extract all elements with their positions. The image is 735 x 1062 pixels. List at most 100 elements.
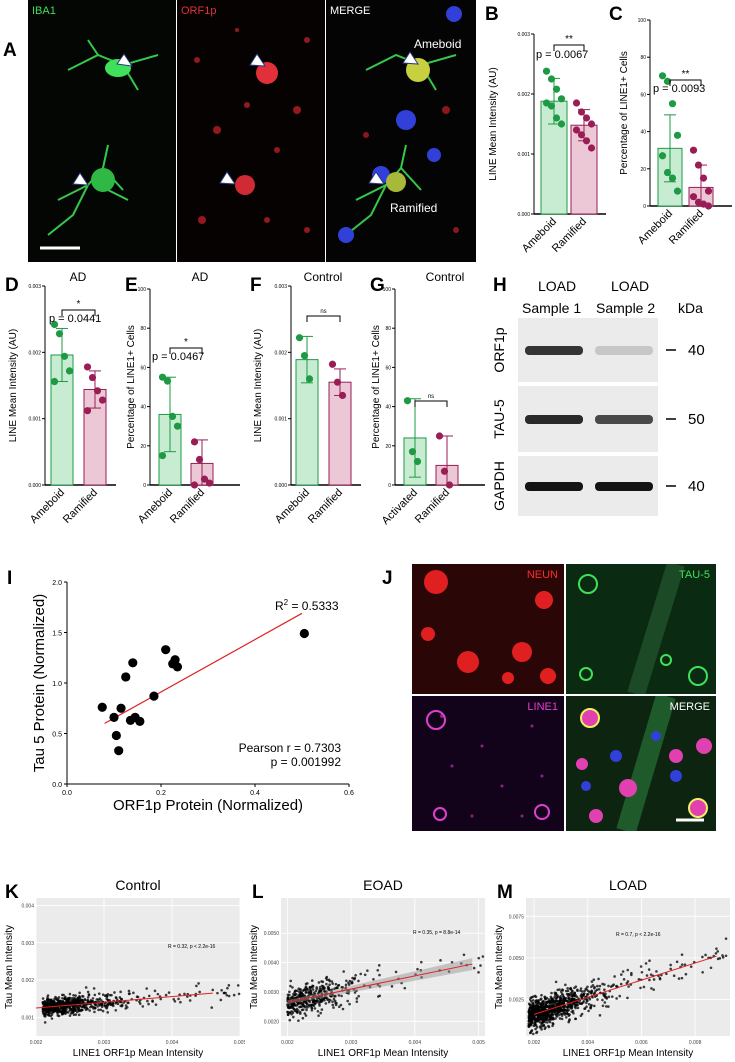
data-point	[86, 990, 90, 994]
x-tick-label: 0.002	[30, 1040, 43, 1046]
data-point	[592, 1004, 596, 1008]
data-point	[627, 985, 630, 988]
data-point	[100, 1005, 104, 1009]
data-point	[50, 1017, 54, 1020]
x-tick-label: 0.002	[281, 1040, 294, 1046]
p-value-label: p = 0.0467	[152, 351, 204, 363]
data-point	[286, 993, 290, 997]
data-point	[543, 1020, 547, 1024]
x-tick-label: 0.0	[62, 790, 72, 797]
iba1-cells	[40, 39, 159, 250]
data-point	[570, 1010, 574, 1013]
data-point	[56, 1012, 59, 1015]
data-point	[41, 997, 45, 1000]
data-point	[569, 991, 573, 995]
x-tick-label: Ameboid	[28, 487, 67, 526]
data-point	[558, 1017, 562, 1020]
data-point	[532, 1008, 536, 1012]
data-point	[223, 991, 226, 995]
blot-band	[525, 346, 583, 355]
p-value-label: p = 0.001992	[271, 755, 342, 769]
data-point	[68, 992, 72, 996]
data-point	[46, 996, 49, 999]
data-point	[539, 1005, 543, 1009]
channel-label-line1: LINE1	[527, 701, 558, 713]
y-axis-label: Percentage of LINE1+ Cells	[619, 51, 630, 175]
data-point	[625, 981, 629, 985]
data-point	[177, 997, 180, 1001]
x-tick-label: Activated	[380, 487, 420, 526]
data-point	[553, 996, 556, 999]
channel-label-merge-j: MERGE	[669, 701, 710, 713]
data-point	[109, 712, 119, 722]
data-point	[555, 1012, 559, 1016]
scatter-chart-k: Control 0.002 0.003 0.004 0.005 0.001 0.002 0.0…	[4, 877, 245, 1059]
micrograph-a-merge: MERGE Ameboid Ramified	[326, 0, 476, 262]
data-point	[560, 1002, 563, 1006]
data-point	[704, 953, 707, 957]
data-point	[299, 992, 302, 996]
data-point	[579, 989, 582, 992]
significance-bracket	[306, 315, 341, 322]
y-tick-label: 60	[385, 365, 391, 371]
data-point	[195, 984, 198, 988]
data-point	[113, 991, 116, 994]
data-point	[116, 703, 126, 713]
data-point	[122, 1001, 126, 1004]
data-point	[190, 438, 199, 446]
annotation-ameboid: Ameboid	[414, 37, 462, 51]
wb-col2-line1: LOAD	[611, 278, 650, 294]
wb-col1-line2: Sample 1	[522, 300, 582, 316]
x-tick-label: Ramified	[306, 487, 345, 526]
data-point	[583, 1007, 586, 1011]
y-tick-label: 0.0025	[509, 997, 525, 1003]
data-point	[330, 980, 334, 983]
data-point	[592, 978, 596, 982]
data-point	[172, 662, 183, 672]
data-point	[300, 1008, 304, 1012]
data-point	[97, 702, 107, 712]
data-point	[699, 174, 708, 182]
data-point	[188, 999, 192, 1002]
data-point	[376, 968, 380, 972]
data-point	[299, 988, 302, 991]
data-point	[317, 1014, 320, 1017]
data-point	[333, 378, 342, 386]
data-point	[75, 1008, 78, 1012]
data-point	[55, 330, 64, 338]
data-point	[292, 1007, 295, 1010]
data-point	[529, 1031, 532, 1034]
data-point	[648, 978, 651, 982]
data-point	[550, 1011, 554, 1014]
data-point	[601, 998, 604, 1002]
data-point	[592, 992, 596, 996]
data-point	[580, 1002, 583, 1005]
p-value-label: p = 0.0441	[49, 313, 101, 325]
data-point	[86, 1007, 89, 1011]
data-point	[541, 1025, 544, 1028]
y-axis-label: LINE Mean Intensity (AU)	[253, 329, 264, 442]
data-point	[701, 970, 704, 974]
data-point	[403, 986, 407, 990]
data-point	[544, 1026, 547, 1029]
data-point	[69, 1012, 73, 1015]
data-point	[576, 1003, 579, 1007]
data-point	[135, 716, 145, 726]
data-point	[62, 1009, 66, 1012]
y-tick-label: 20	[640, 167, 646, 173]
scatter-chart-i: 0.0 0.5 1.0 1.5 2.0 0.0 0.2 0.4 0.6 ORF1p Protein…	[31, 580, 354, 814]
data-point	[649, 973, 653, 976]
panel-label-d: D	[5, 275, 19, 296]
y-tick-label: 0.5	[52, 732, 62, 739]
data-point	[564, 996, 568, 1000]
data-point	[377, 964, 381, 967]
data-point	[67, 1006, 70, 1009]
data-point	[543, 1005, 546, 1009]
data-point	[61, 997, 64, 1000]
stat-label: R = 0.32, p < 2.2e-16	[168, 944, 215, 950]
x-axis-label: ORF1p Protein (Normalized)	[113, 797, 303, 814]
data-point	[567, 1014, 571, 1017]
data-point	[101, 993, 105, 997]
data-point	[570, 998, 574, 1001]
